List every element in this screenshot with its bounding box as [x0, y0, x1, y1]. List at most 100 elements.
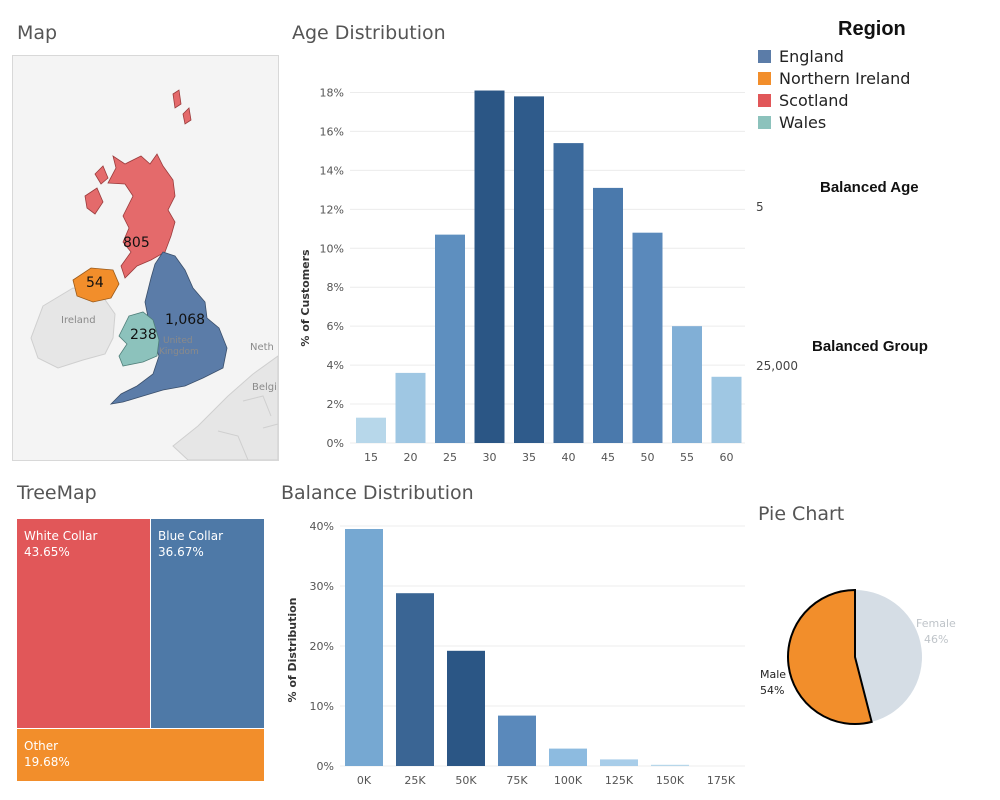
balance-bar [651, 764, 689, 766]
age-bar [474, 90, 505, 444]
region-legend: Region England Northern Ireland Scotland… [758, 18, 998, 133]
balanced-group-value[interactable]: 25,000 [756, 359, 798, 373]
legend-label: Scotland [779, 90, 849, 110]
map-canvas: 805 54 238 1,068 Ireland United Kingdom … [30, 89, 278, 460]
gender-pie-chart: Male 54% Female 46% [760, 588, 956, 725]
treemap-cell-blue-collar[interactable]: Blue Collar 36.67% [151, 519, 264, 728]
balance-y-tick-label: 20% [310, 640, 334, 653]
balance-x-tick-label: 25K [404, 774, 426, 787]
legend-item-northern-ireland[interactable]: Northern Ireland [758, 67, 998, 89]
legend-label: England [779, 46, 844, 66]
region-map[interactable]: 805 54 238 1,068 Ireland United Kingdom … [12, 55, 279, 461]
age-y-tick-label: 8% [327, 281, 344, 294]
treemap-cell-other[interactable]: Other 19.68% [17, 729, 264, 781]
job-treemap: White Collar 43.65% Blue Collar 36.67% O… [17, 519, 264, 781]
balance-bar [600, 759, 638, 766]
age-chart-title: Age Distribution [292, 22, 446, 44]
age-y-tick-label: 12% [320, 203, 344, 216]
legend-swatch [758, 93, 771, 107]
treemap-cell-label: Other [24, 739, 59, 753]
balance-bar [396, 593, 434, 766]
pie-chart-title: Pie Chart [758, 503, 845, 525]
age-bar [553, 143, 584, 443]
legend-swatch [758, 115, 771, 129]
age-y-tick-label: 14% [320, 164, 344, 177]
balance-x-tick-label: 100K [554, 774, 583, 787]
balance-y-tick-label: 40% [310, 520, 334, 533]
border-lines [217, 395, 278, 460]
balance-bar [345, 529, 383, 766]
treemap-cell-label: Blue Collar [158, 529, 224, 543]
balanced-age-value[interactable]: 5 [756, 200, 764, 214]
balance-distribution-chart: % of Distribution 0% 10% 20% 30% 40% 0K 25K 50K… [286, 520, 745, 787]
netherlands-label: Neth [250, 342, 274, 353]
balance-bar [549, 748, 587, 766]
treemap-title: TreeMap [17, 482, 97, 504]
age-bar [593, 187, 623, 443]
age-x-tick-label: 35 [522, 451, 536, 464]
treemap-cell-value: 19.68% [24, 755, 70, 769]
age-bar [514, 96, 544, 444]
age-y-tick-label: 6% [327, 320, 344, 333]
treemap-cell-label: White Collar [24, 529, 98, 543]
age-bar [672, 326, 702, 443]
balanced-age-title: Balanced Age [820, 179, 919, 196]
northern-ireland-region[interactable] [72, 267, 120, 303]
wales-region[interactable] [118, 311, 160, 367]
treemap-cell-white-collar[interactable]: White Collar 43.65% [17, 519, 150, 728]
scotland-islands [84, 89, 192, 215]
balance-x-tick-label: 175K [707, 774, 736, 787]
age-y-tick-label: 4% [327, 359, 344, 372]
pie-label-male: Male [760, 668, 786, 681]
age-bar [395, 372, 426, 443]
balance-bar [498, 715, 536, 766]
northern-ireland-value: 54 [86, 275, 104, 291]
balance-bar [447, 650, 485, 766]
legend-item-england[interactable]: England [758, 45, 998, 67]
age-y-axis-label: % of Customers [299, 249, 312, 347]
age-bar [356, 417, 386, 443]
map-title: Map [17, 22, 58, 44]
age-bar [632, 232, 663, 443]
scotland-region[interactable] [107, 153, 176, 279]
age-y-tick-label: 16% [320, 125, 344, 138]
pie-value-female: 46% [924, 633, 948, 646]
age-y-tick-label: 2% [327, 398, 344, 411]
balance-x-tick-label: 150K [656, 774, 685, 787]
treemap-cell-value: 43.65% [24, 545, 70, 559]
age-x-tick-label: 20 [404, 451, 418, 464]
england-value: 1,068 [165, 312, 205, 328]
pie-slice-male [787, 588, 873, 725]
pie-slice-female [855, 590, 922, 722]
ireland-label: Ireland [61, 315, 96, 326]
balance-x-tick-label: 0K [357, 774, 372, 787]
belgium-label: Belgi [252, 382, 277, 393]
age-y-tick-label: 10% [320, 242, 344, 255]
pie-label-female: Female [916, 617, 956, 630]
age-y-tick-label: 18% [320, 86, 344, 99]
age-x-tick-label: 15 [364, 451, 378, 464]
legend-swatch [758, 49, 771, 63]
age-bar [711, 376, 742, 443]
balance-y-axis-label: % of Distribution [286, 597, 299, 702]
balance-x-tick-label: 125K [605, 774, 634, 787]
balance-y-tick-label: 30% [310, 580, 334, 593]
age-x-tick-label: 55 [680, 451, 694, 464]
balanced-group-title: Balanced Group [812, 338, 928, 355]
legend-label: Wales [779, 112, 827, 132]
balance-chart-title: Balance Distribution [281, 482, 474, 504]
treemap-cell-value: 36.67% [158, 545, 204, 559]
balance-x-tick-label: 75K [506, 774, 528, 787]
legend-swatch [758, 71, 771, 85]
legend-item-wales[interactable]: Wales [758, 111, 998, 133]
pie-value-male: 54% [760, 684, 784, 697]
legend-item-scotland[interactable]: Scotland [758, 89, 998, 111]
balance-y-tick-label: 0% [317, 760, 334, 773]
age-distribution-chart: % of Customers 0% 2% 4% 6% 8% 10% 12% 14% 16% 18%… [299, 86, 745, 464]
age-x-tick-label: 25 [443, 451, 457, 464]
age-bar [435, 234, 465, 443]
age-x-tick-label: 45 [601, 451, 615, 464]
scotland-value: 805 [123, 235, 150, 251]
europe-landmass [172, 355, 278, 460]
legend-label: Northern Ireland [779, 68, 911, 88]
